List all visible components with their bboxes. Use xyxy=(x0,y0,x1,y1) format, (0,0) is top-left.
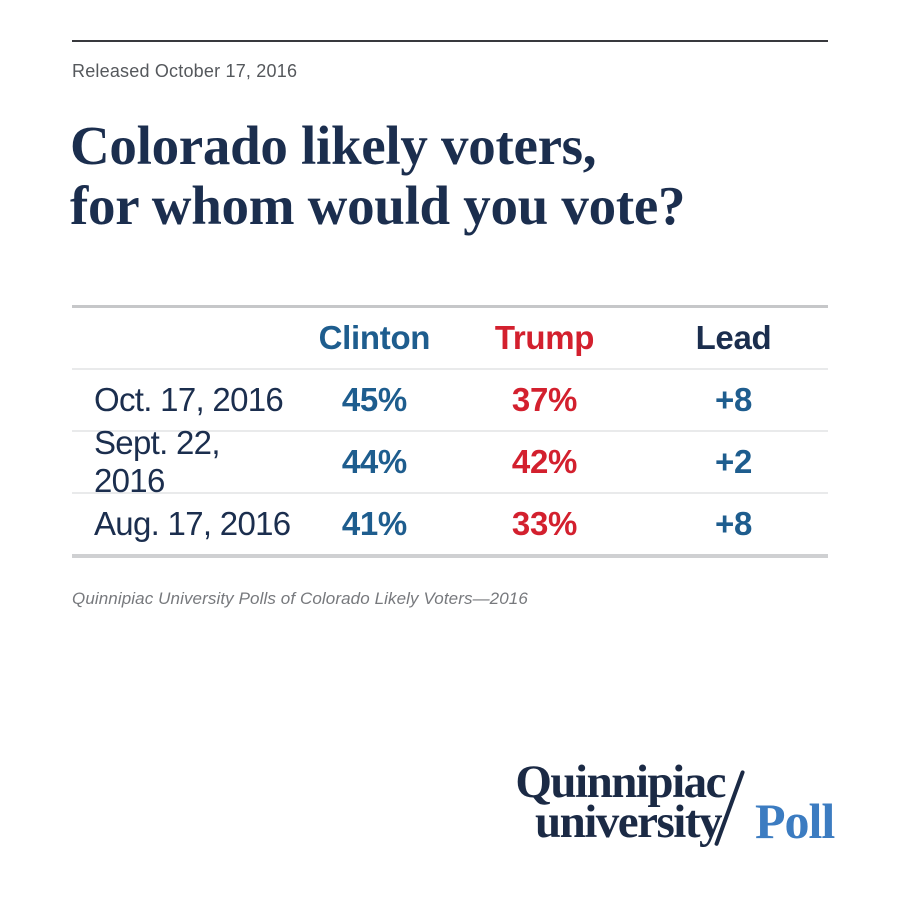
row-date: Oct. 17, 2016 xyxy=(94,381,284,418)
trump-value: 33% xyxy=(511,505,578,542)
source-note: Quinnipiac University Polls of Colorado … xyxy=(72,589,528,608)
row-date: Aug. 17, 2016 xyxy=(94,505,291,542)
title-line-1: Colorado likely voters, xyxy=(70,115,597,176)
table-row: Sept. 22, 2016 44% 42% +2 xyxy=(72,424,828,499)
table-row: Oct. 17, 2016 45% 37% +8 xyxy=(72,368,828,430)
top-divider xyxy=(72,40,828,42)
clinton-value: 41% xyxy=(341,505,407,542)
column-header-clinton: Clinton xyxy=(318,319,431,356)
clinton-value: 45% xyxy=(341,381,407,418)
table-row: Aug. 17, 2016 41% 33% +8 xyxy=(72,492,828,554)
clinton-value: 44% xyxy=(341,443,407,480)
trump-value: 42% xyxy=(511,443,578,480)
column-header-trump: Trump xyxy=(494,319,595,356)
lead-value: +2 xyxy=(714,443,752,480)
lead-value: +8 xyxy=(714,505,752,542)
release-date: Released October 17, 2016 xyxy=(72,61,298,81)
logo-poll-text: Poll xyxy=(755,793,835,849)
column-header-lead: Lead xyxy=(695,319,772,356)
quinnipiac-poll-logo: Quinnipiac university Poll xyxy=(483,756,835,852)
logo-quinnipiac-text: Quinnipiac xyxy=(515,756,726,808)
poll-table: Clinton Trump Lead Oct. 17, 2016 45% 37%… xyxy=(72,305,828,558)
table-header-row: Clinton Trump Lead xyxy=(72,308,828,368)
lead-value: +8 xyxy=(714,381,752,418)
logo-university-text: university xyxy=(534,796,723,848)
trump-value: 37% xyxy=(511,381,578,418)
page-title: Colorado likely voters, for whom would y… xyxy=(70,116,685,236)
row-date: Sept. 22, 2016 xyxy=(94,424,220,499)
title-line-2: for whom would you vote? xyxy=(70,175,686,236)
